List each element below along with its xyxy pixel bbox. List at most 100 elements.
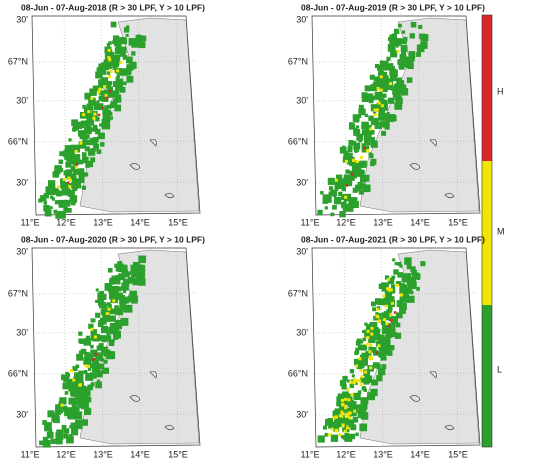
green-area — [55, 409, 62, 416]
green-area — [390, 315, 399, 324]
green-area — [65, 376, 70, 380]
yellow-area — [341, 423, 345, 427]
yellow-area — [60, 403, 64, 407]
green-area — [130, 264, 138, 273]
green-area — [93, 143, 100, 150]
green-area — [109, 116, 114, 120]
green-area — [84, 135, 89, 140]
green-area — [113, 285, 119, 291]
green-area — [363, 388, 367, 392]
colorbar-label: M — [497, 226, 505, 236]
green-area — [113, 330, 121, 339]
green-area — [372, 327, 379, 334]
graticule — [32, 331, 198, 334]
green-area — [56, 171, 61, 175]
lake — [409, 138, 455, 199]
green-area — [364, 375, 373, 384]
green-area — [382, 323, 389, 331]
yellow-area — [352, 158, 356, 162]
green-area — [42, 439, 51, 448]
green-area — [349, 407, 353, 411]
green-area — [47, 410, 55, 418]
green-area — [64, 145, 72, 153]
green-area — [348, 419, 355, 426]
green-area — [78, 331, 83, 336]
green-area — [391, 275, 396, 280]
green-area — [126, 68, 132, 75]
green-area — [382, 356, 387, 361]
graticule — [312, 140, 478, 143]
green-area — [345, 393, 351, 399]
green-area — [91, 358, 99, 366]
colorbar-frame — [481, 14, 493, 448]
green-area — [400, 88, 409, 96]
green-area — [360, 376, 364, 381]
green-area — [334, 408, 339, 413]
green-area — [44, 209, 52, 217]
green-area — [75, 122, 83, 130]
green-area — [327, 177, 335, 185]
green-area — [85, 373, 94, 381]
green-area — [134, 272, 139, 277]
green-area — [351, 166, 360, 174]
red-area — [350, 172, 354, 176]
green-area — [347, 147, 353, 153]
green-area — [361, 386, 367, 391]
green-area — [373, 81, 382, 90]
graticule — [32, 60, 198, 63]
green-area — [84, 407, 92, 416]
green-area — [122, 55, 128, 60]
green-area — [353, 406, 359, 411]
lat-label: 30' — [296, 409, 308, 419]
green-area — [395, 41, 400, 46]
green-area — [86, 113, 94, 121]
green-area — [342, 425, 350, 433]
green-area — [361, 146, 368, 153]
yellow-area — [353, 409, 357, 413]
green-area — [109, 315, 116, 322]
green-area — [379, 347, 388, 356]
yellow-area — [346, 387, 350, 391]
green-area — [78, 171, 85, 178]
green-area — [87, 367, 92, 371]
green-area — [76, 353, 84, 361]
green-area — [89, 88, 97, 96]
green-area — [378, 97, 385, 104]
green-area — [420, 41, 428, 49]
yellow-area — [335, 428, 339, 432]
green-area — [76, 374, 84, 383]
green-area — [107, 267, 113, 273]
green-area — [107, 81, 113, 86]
green-area — [399, 283, 405, 289]
lon-label: 15°E — [448, 217, 468, 227]
yellow-area — [396, 49, 400, 53]
green-area — [370, 140, 378, 148]
green-area — [360, 163, 366, 168]
green-area — [349, 433, 356, 440]
green-area — [342, 177, 351, 185]
graticule — [312, 60, 478, 63]
panel-title: 08-Jun - 07-Aug-2019 (R > 30 LPF, Y > 10… — [301, 2, 485, 12]
green-area — [109, 308, 116, 315]
yellow-area — [338, 433, 342, 437]
green-area — [346, 156, 355, 165]
green-area — [66, 207, 72, 213]
yellow-area — [79, 141, 83, 145]
green-area — [95, 71, 103, 79]
yellow-area — [72, 378, 76, 382]
green-area — [390, 69, 398, 77]
green-area — [101, 118, 107, 124]
green-area — [381, 286, 387, 292]
green-area — [95, 116, 100, 122]
green-area — [356, 362, 363, 370]
green-area — [116, 286, 122, 292]
yellow-area — [377, 344, 381, 348]
green-area — [98, 90, 104, 96]
green-area — [370, 104, 378, 112]
green-area — [82, 398, 87, 403]
map-panel: 08-Jun - 07-Aug-2021 (R > 30 LPF, Y > 10… — [288, 234, 485, 459]
green-area — [351, 374, 355, 378]
green-area — [95, 312, 101, 318]
green-area — [67, 413, 72, 418]
